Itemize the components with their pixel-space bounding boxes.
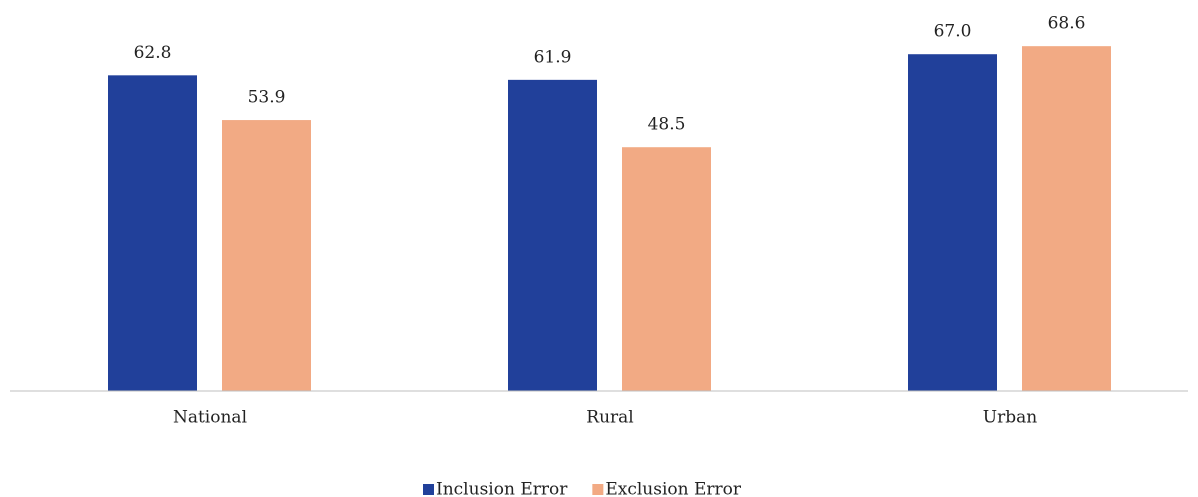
bar (508, 79, 597, 391)
bar (1022, 46, 1111, 392)
legend-swatch (423, 484, 434, 495)
bar (622, 147, 711, 391)
data-label: 67.0 (934, 22, 972, 42)
x-tick-label: National (173, 408, 247, 428)
data-label: 61.9 (534, 47, 572, 67)
x-tick-label: Urban (983, 408, 1037, 428)
x-tick-label: Rural (586, 408, 633, 428)
legend-swatch (592, 484, 604, 495)
legend-label: Inclusion Error (436, 480, 568, 497)
data-label: 62.8 (134, 43, 172, 63)
data-label: 53.9 (248, 88, 286, 108)
data-label: 68.6 (1048, 14, 1086, 34)
bar (108, 75, 197, 392)
bar (908, 54, 997, 392)
bar (222, 120, 311, 391)
data-label: 48.5 (648, 115, 686, 135)
legend-label: Exclusion Error (605, 480, 742, 497)
